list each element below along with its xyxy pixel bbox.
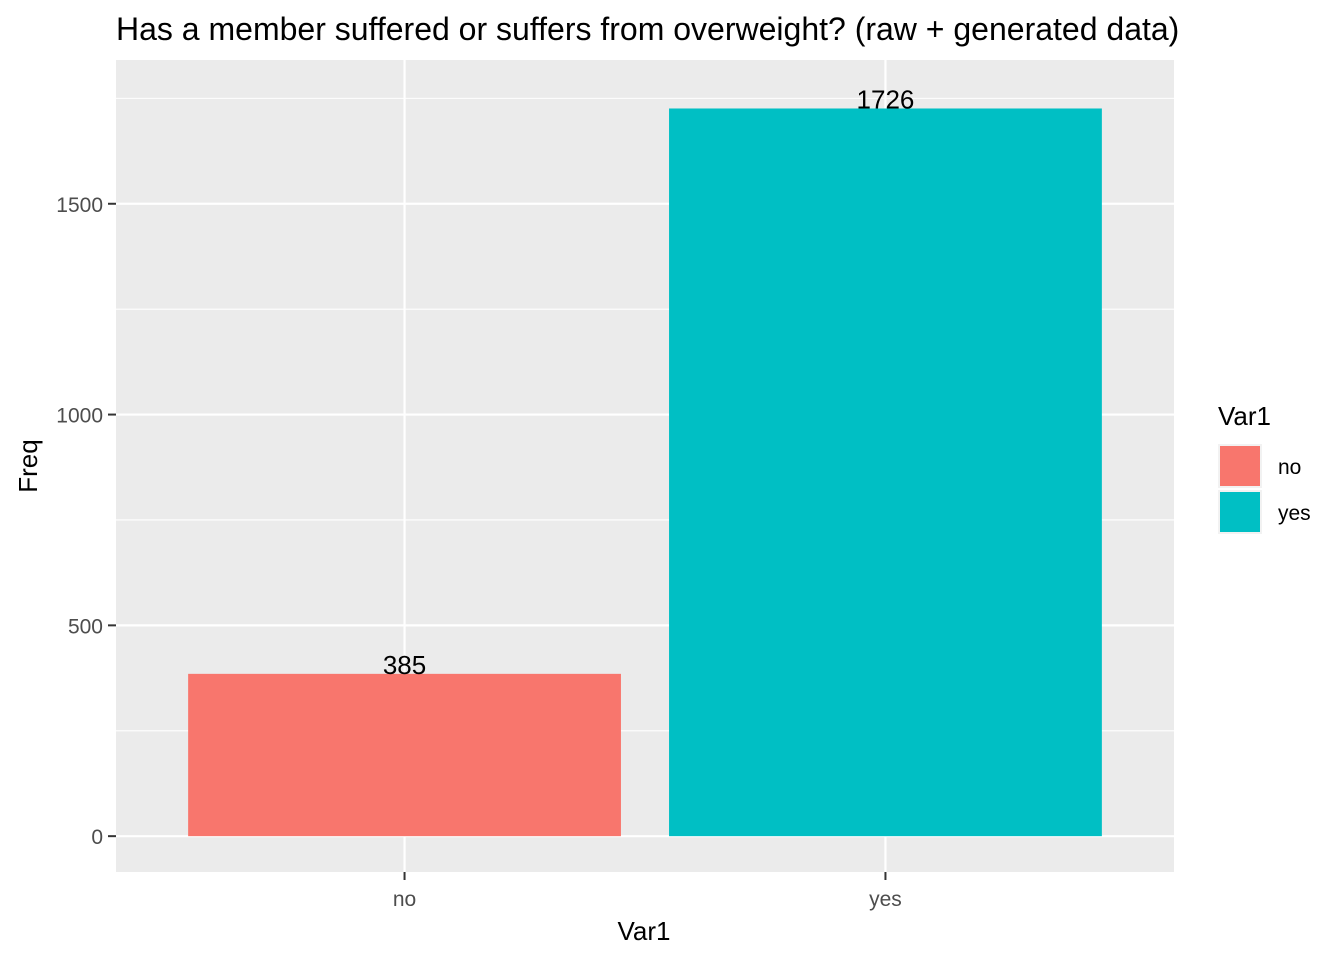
bar-no bbox=[188, 673, 621, 837]
y-axis: 0 500 1000 1500 bbox=[56, 194, 116, 849]
data-label-yes: 1726 bbox=[857, 84, 915, 114]
legend-items: no yes bbox=[1218, 444, 1311, 534]
bar-yes bbox=[669, 108, 1102, 837]
legend-label-no: no bbox=[1278, 456, 1301, 479]
y-tick-label: 1500 bbox=[56, 194, 103, 217]
chart-title: Has a member suffered or suffers from ov… bbox=[116, 11, 1179, 47]
x-axis: no yes bbox=[393, 872, 902, 911]
x-axis-title: Var1 bbox=[618, 916, 671, 946]
legend: Var1 no yes bbox=[1218, 401, 1311, 534]
legend-swatch-no bbox=[1220, 446, 1260, 486]
legend-title: Var1 bbox=[1218, 401, 1271, 431]
legend-swatch-yes bbox=[1220, 492, 1260, 532]
y-tick-label: 500 bbox=[68, 615, 103, 638]
y-axis-title: Freq bbox=[13, 439, 43, 492]
y-tick-label: 1000 bbox=[56, 405, 103, 428]
x-tick-label: no bbox=[393, 888, 416, 911]
y-tick-label: 0 bbox=[91, 826, 103, 849]
data-label-no: 385 bbox=[383, 650, 426, 680]
bars bbox=[188, 108, 1102, 837]
x-tick-label: yes bbox=[869, 888, 902, 911]
legend-label-yes: yes bbox=[1278, 502, 1311, 525]
data-labels: 385 1726 bbox=[383, 84, 915, 679]
